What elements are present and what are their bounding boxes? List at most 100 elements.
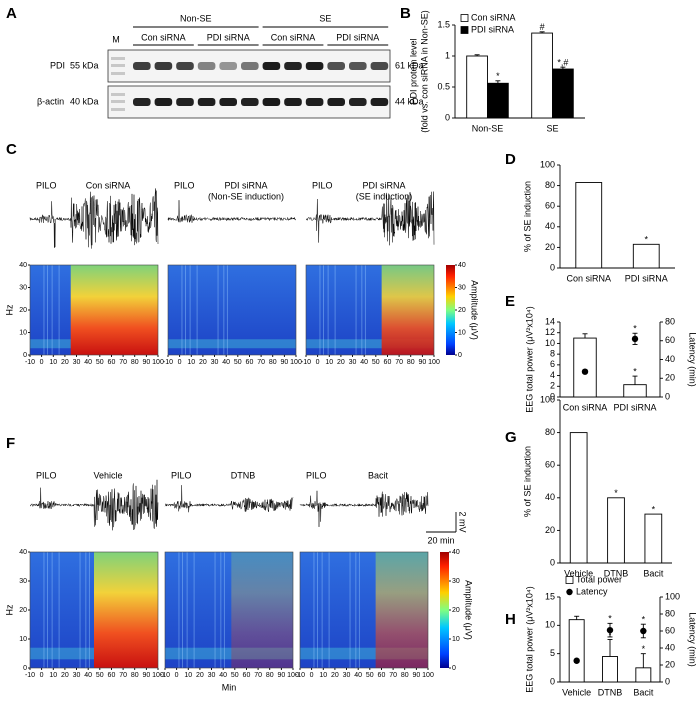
x-tick-label: 30 xyxy=(343,672,351,679)
x-tick-label: 0 xyxy=(310,672,314,679)
y-axis-label: Hz xyxy=(4,304,14,315)
x-tick-label: 90 xyxy=(142,359,150,366)
x-tick-label: Bacit xyxy=(643,568,664,578)
x-tick-label: 100 xyxy=(422,672,434,679)
trace-label: (SE induction) xyxy=(356,191,413,201)
marker-band xyxy=(111,108,125,111)
legend-swatch xyxy=(565,576,574,584)
x-tick-label: 50 xyxy=(96,359,104,366)
x-tick-label: 100 xyxy=(428,359,440,366)
y2-tick-label: 40 xyxy=(665,354,675,364)
y-tick-label: 20 xyxy=(19,607,27,614)
colorbar-tick-label: 40 xyxy=(452,549,460,556)
spectrogram-seizure xyxy=(94,552,158,668)
trace-label: PILO xyxy=(36,470,57,480)
x-tick-label: 30 xyxy=(73,359,81,366)
x-axis-label: Min xyxy=(222,682,237,692)
bar xyxy=(573,337,597,398)
bar xyxy=(531,32,553,119)
trace-label: PILO xyxy=(306,470,327,480)
marker-band xyxy=(111,100,125,103)
significance-mark: * xyxy=(652,504,656,514)
y-tick-label: 100 xyxy=(540,394,555,404)
y-tick-label: 0 xyxy=(550,676,555,686)
x-tick-label: -10 xyxy=(160,672,170,679)
y-axis-label: % of SE induction xyxy=(522,446,532,517)
legend-label: Latency xyxy=(576,586,608,596)
blot-band xyxy=(219,98,237,106)
y2-tick-label: 20 xyxy=(665,659,675,669)
y-axis-label: EEG total power (μV²x10⁴) xyxy=(524,586,534,693)
spectrogram-seizure xyxy=(381,265,434,355)
bar xyxy=(568,619,585,683)
significance-mark: * xyxy=(614,488,618,498)
colorbar-tick-label: 40 xyxy=(458,262,466,269)
y-axis-label: PDI protein level xyxy=(408,38,418,104)
x-tick-label: 50 xyxy=(366,672,374,679)
y-tick-label: 80 xyxy=(545,427,555,437)
x-tick-label: 20 xyxy=(337,359,345,366)
y-tick-label: 0 xyxy=(550,557,555,567)
marker-band xyxy=(111,57,125,60)
trace-label: DTNB xyxy=(231,470,256,480)
kda-label: 40 kDa xyxy=(70,96,99,106)
significance-mark: * xyxy=(633,366,637,376)
x-tick-label: Con siRNA xyxy=(566,273,611,283)
x-tick-label: 10 xyxy=(49,359,57,366)
blot-band xyxy=(154,62,173,70)
y-tick-label: 20 xyxy=(19,307,27,314)
x-tick-label: 40 xyxy=(222,359,230,366)
colorbar-tick-label: 10 xyxy=(458,329,466,336)
x-tick-label: 30 xyxy=(211,359,219,366)
x-tick-label: 40 xyxy=(360,359,368,366)
x-tick-label: 40 xyxy=(84,359,92,366)
x-tick-label: 90 xyxy=(412,672,420,679)
x-tick-label: 80 xyxy=(131,672,139,679)
colorbar-label: Amplitude (μV) xyxy=(470,280,480,340)
y2-tick-label: 0 xyxy=(665,391,670,401)
spectrogram-frame xyxy=(305,264,435,356)
x-tick-label: PDI siRNA xyxy=(613,402,656,412)
y-tick-label: 40 xyxy=(19,549,27,556)
blot-band xyxy=(305,98,324,106)
eeg-trace xyxy=(299,490,429,527)
panel-label: E xyxy=(505,293,515,310)
bar xyxy=(632,243,660,269)
x-tick-label: 100 xyxy=(152,672,164,679)
bar xyxy=(575,182,603,269)
y-tick-label: 8 xyxy=(550,349,555,359)
blot-band xyxy=(349,98,367,106)
trace-label: PILO xyxy=(36,180,57,190)
x-tick-label: 40 xyxy=(219,672,227,679)
y-tick-label: 10 xyxy=(545,338,555,348)
y-tick-label: 0 xyxy=(550,262,555,272)
colorbar-label: Amplitude (μV) xyxy=(464,580,474,640)
lane-label: PDI siRNA xyxy=(336,32,379,42)
blot-band xyxy=(327,98,345,106)
blot-band xyxy=(176,62,194,70)
x-tick-label: 50 xyxy=(372,359,380,366)
spectrogram-frame xyxy=(299,551,429,669)
protein-label: PDI xyxy=(50,60,65,70)
y-tick-label: 10 xyxy=(19,329,27,336)
x-tick-label: 40 xyxy=(84,672,92,679)
x-tick-label: 0 xyxy=(40,672,44,679)
x-tick-label: Vehicle xyxy=(564,568,593,578)
y-tick-label: 12 xyxy=(545,327,555,337)
significance-mark: * xyxy=(642,615,646,625)
spectrogram-band xyxy=(168,339,296,349)
panel-label: G xyxy=(505,429,517,446)
blot-band xyxy=(219,62,237,70)
x-tick-label: 50 xyxy=(96,672,104,679)
legend-swatch xyxy=(460,26,469,34)
y2-tick-label: 20 xyxy=(665,373,675,383)
y2-tick-label: 40 xyxy=(665,642,675,652)
y-axis-label: EEG total power (μV²x10⁴) xyxy=(524,306,534,413)
y-tick-label: 1 xyxy=(445,50,450,60)
spectrogram-band xyxy=(306,339,434,349)
y-axis-label: Hz xyxy=(4,604,14,615)
y-tick-label: 40 xyxy=(545,492,555,502)
blot-band xyxy=(197,62,216,70)
x-tick-label: 30 xyxy=(349,359,357,366)
